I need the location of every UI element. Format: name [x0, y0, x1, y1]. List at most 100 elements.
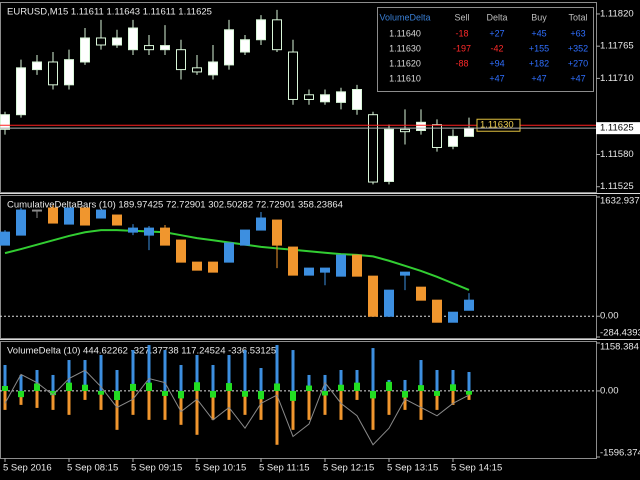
- candle-body: [384, 289, 394, 317]
- volume-bar: [307, 390, 311, 420]
- volume-bar: [339, 390, 343, 420]
- volume-bar: [275, 345, 279, 391]
- volume-bar: [386, 381, 392, 391]
- volume-bar: [163, 350, 167, 391]
- candle-body: [128, 227, 138, 233]
- volume-bar: [34, 383, 40, 391]
- table-header: Sell: [454, 12, 469, 22]
- candle-body: [16, 67, 26, 116]
- y-tick-label: -284.4393: [600, 328, 640, 339]
- candle-body: [80, 37, 90, 63]
- x-tick-label: 5 Sep 2016: [3, 463, 52, 474]
- volume-bar: [291, 390, 295, 430]
- volume-bar: [131, 390, 135, 415]
- volume-bar: [370, 390, 376, 399]
- x-tick-label: 5 Sep 13:15: [387, 463, 438, 474]
- volume-bar: [211, 364, 215, 391]
- volume-bar: [114, 390, 120, 401]
- volume-bar: [51, 390, 55, 410]
- volume-bar: [179, 364, 183, 391]
- table-header: Delta: [486, 12, 507, 22]
- table-cell: -18: [455, 28, 468, 38]
- candle-body: [160, 45, 170, 51]
- y-tick-label: 1.11820: [600, 8, 634, 19]
- candle-body: [48, 61, 58, 86]
- volume-bar: [51, 374, 55, 391]
- volume-bar: [418, 385, 424, 391]
- table-cell: 1.11620: [389, 58, 421, 68]
- indicator-line: [4, 229, 470, 291]
- candle-body: [320, 267, 330, 273]
- volume-bar: [371, 348, 375, 391]
- candle-body: [32, 209, 42, 212]
- volume-bar: [339, 369, 343, 391]
- table-header: VolumeDelta: [379, 12, 430, 22]
- volume-bar: [242, 390, 248, 397]
- candle-body: [400, 271, 410, 276]
- volume-bar: [146, 382, 152, 391]
- volume-bar: [195, 355, 199, 391]
- candle-body: [352, 254, 362, 277]
- volume-bar: [371, 390, 375, 430]
- candle-body: [304, 267, 314, 276]
- volume-bar: [403, 390, 407, 410]
- candle-body: [240, 39, 250, 53]
- volume-bar: [83, 360, 87, 391]
- volume-bar: [115, 390, 119, 430]
- candle-body: [112, 37, 122, 46]
- volume-bar: [162, 390, 168, 396]
- volume-bar: [178, 390, 184, 399]
- table-panel: [377, 7, 594, 92]
- candle-body: [48, 207, 58, 224]
- candle-body: [448, 311, 458, 323]
- volume-bar: [147, 345, 151, 391]
- candle-body: [336, 254, 346, 277]
- candle-body: [368, 275, 378, 317]
- volume-bar: [18, 390, 24, 398]
- y-tick-label: 1632.937: [600, 196, 640, 207]
- volume-bar: [354, 382, 360, 391]
- x-tick-label: 5 Sep 11:15: [259, 463, 310, 474]
- candle-body: [64, 59, 74, 86]
- x-tick-label: 5 Sep 10:15: [195, 463, 246, 474]
- table-cell: +155: [529, 43, 549, 53]
- volume-bar: [451, 390, 455, 405]
- volume-bar: [227, 390, 231, 420]
- candle-body: [352, 89, 362, 110]
- volume-bar: [435, 369, 439, 391]
- candle-body: [128, 27, 138, 51]
- volume-bar: [355, 390, 359, 400]
- indicator-line: [4, 369, 470, 446]
- candle-body: [16, 209, 26, 236]
- volume-bar: [451, 369, 455, 391]
- volume-bar: [99, 355, 103, 391]
- table-cell: +45: [531, 28, 546, 38]
- volume-bar: [403, 379, 407, 391]
- volume-bar: [243, 350, 247, 391]
- x-tick-label: 5 Sep 08:15: [67, 463, 118, 474]
- candle-body: [464, 299, 474, 311]
- volume-bar: [259, 368, 263, 391]
- volume-bar: [306, 385, 312, 391]
- volume-bar: [98, 390, 104, 395]
- candle-body: [96, 37, 106, 46]
- candle-body: [96, 209, 106, 219]
- volume-bar: [35, 369, 39, 391]
- y-tick-label: 1158.384: [600, 342, 639, 353]
- volume-bar: [19, 374, 23, 391]
- candle-body: [224, 29, 234, 66]
- candle-body: [192, 67, 202, 73]
- candle-body: [32, 61, 42, 71]
- table-cell: -42: [490, 43, 503, 53]
- volume-bar: [163, 390, 167, 420]
- candle-body: [224, 242, 234, 263]
- candle-body: [288, 246, 298, 276]
- y-tick-label: 0.00: [600, 311, 619, 322]
- candle-body: [304, 94, 314, 100]
- table-cell: -197: [453, 43, 471, 53]
- volume-bar: [67, 360, 71, 391]
- table-cell: +47: [570, 73, 585, 83]
- volume-bar: [3, 364, 7, 391]
- candle-body: [320, 94, 330, 103]
